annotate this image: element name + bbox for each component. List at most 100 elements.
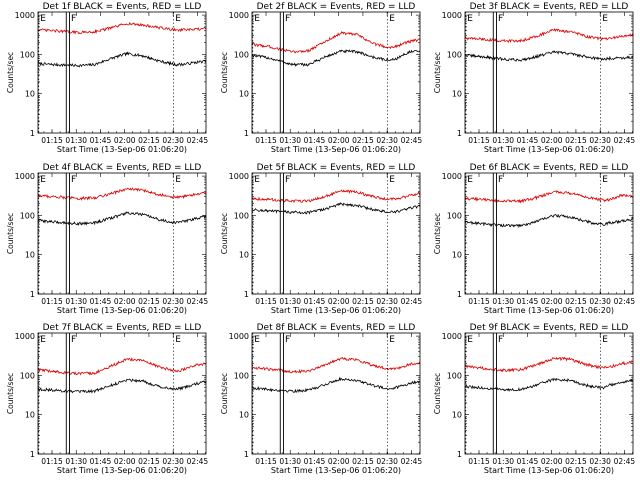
x-axis-label: Start Time (13-Sep-06 01:06:20) <box>57 306 187 315</box>
y-tick-label: 1 <box>30 129 35 138</box>
x-tick-label: 01:45 <box>517 297 539 306</box>
y-tick-label: 10 <box>239 411 249 420</box>
x-tick-label: 01:15 <box>468 136 490 145</box>
e-marker-label: E <box>40 175 46 185</box>
lld-series-line <box>251 30 421 54</box>
y-tick-label: 10 <box>25 251 35 260</box>
y-tick-label: 1 <box>457 129 462 138</box>
chart-panel-6: Det 6f BLACK = Events, RED = LLD E F E 1 10 10… <box>433 163 635 315</box>
f-marker-label: F <box>498 335 503 345</box>
x-tick-label: 01:45 <box>90 297 112 306</box>
x-tick-label: 02:30 <box>162 136 184 145</box>
plot-frame <box>37 332 207 455</box>
y-tick-label: 10 <box>452 411 462 420</box>
x-tick-label: 02:45 <box>187 457 209 466</box>
x-tick-label: 02:15 <box>352 457 374 466</box>
x-tick-label: 01:15 <box>41 457 63 466</box>
events-series-line <box>464 213 634 229</box>
x-tick-label: 02:15 <box>352 136 374 145</box>
x-tick-label: 01:15 <box>41 136 63 145</box>
x-axis-label: Start Time (13-Sep-06 01:06:20) <box>271 466 401 475</box>
x-tick-label: 02:30 <box>589 297 611 306</box>
f-marker-label: F <box>71 175 76 185</box>
y-axis-label: Counts/sec <box>220 213 229 254</box>
y-tick-label: 1 <box>244 129 249 138</box>
x-axis-label: Start Time (13-Sep-06 01:06:20) <box>57 466 187 475</box>
y-tick-label: 1 <box>457 450 462 459</box>
x-tick-label: 02:45 <box>614 136 636 145</box>
e-marker-label: E <box>175 175 181 185</box>
y-tick-label: 1000 <box>229 172 249 181</box>
x-axis-label: Start Time (13-Sep-06 01:06:20) <box>484 466 614 475</box>
x-tick-label: 02:15 <box>565 297 587 306</box>
y-tick-label: 1000 <box>15 11 35 20</box>
y-tick-label: 1000 <box>229 11 249 20</box>
chart-panel-8: Det 8f BLACK = Events, RED = LLD E F E 1 10 10… <box>220 323 422 475</box>
y-tick-label: 100 <box>447 211 462 220</box>
x-tick-label: 02:45 <box>614 457 636 466</box>
e-marker-label: E <box>254 175 260 185</box>
y-tick-label: 100 <box>20 211 35 220</box>
x-tick-label: 01:30 <box>65 457 87 466</box>
x-axis-label: Start Time (13-Sep-06 01:06:20) <box>271 145 401 154</box>
chart-panel-9: Det 9f BLACK = Events, RED = LLD E F E 1 10 10… <box>433 323 635 475</box>
x-tick-label: 02:30 <box>589 136 611 145</box>
chart-panel-4: Det 4f BLACK = Events, RED = LLD E F E 1 10 10… <box>6 163 208 315</box>
y-tick-label: 1 <box>30 450 35 459</box>
y-tick-label: 1000 <box>442 172 462 181</box>
y-tick-label: 1 <box>244 290 249 299</box>
y-axis-label: Counts/sec <box>433 213 442 254</box>
lld-series-line <box>464 190 634 204</box>
x-tick-label: 01:30 <box>492 457 514 466</box>
plot-frame <box>37 172 207 295</box>
y-tick-label: 100 <box>447 371 462 380</box>
e-marker-label: E <box>467 175 473 185</box>
x-tick-label: 02:00 <box>114 297 136 306</box>
x-tick-label: 02:00 <box>328 297 350 306</box>
y-tick-label: 100 <box>234 211 249 220</box>
chart-panel-1: Det 1f BLACK = Events, RED = LLD E F E 1 10 10… <box>6 2 208 154</box>
e-marker-label: E <box>602 335 608 345</box>
x-axis-label: Start Time (13-Sep-06 01:06:20) <box>484 145 614 154</box>
x-tick-label: 02:45 <box>401 457 423 466</box>
x-tick-label: 02:00 <box>541 136 563 145</box>
x-tick-label: 02:30 <box>589 457 611 466</box>
x-tick-label: 01:45 <box>517 457 539 466</box>
y-axis-label: Counts/sec <box>6 52 15 93</box>
x-tick-label: 01:30 <box>492 136 514 145</box>
x-tick-label: 01:15 <box>468 297 490 306</box>
x-tick-label: 01:15 <box>255 297 277 306</box>
chart-title: Det 8f BLACK = Events, RED = LLD <box>257 323 416 333</box>
y-tick-label: 1000 <box>229 332 249 341</box>
e-marker-label: E <box>389 175 395 185</box>
y-axis-label: Counts/sec <box>6 213 15 254</box>
chart-title: Det 6f BLACK = Events, RED = LLD <box>470 163 629 173</box>
x-tick-label: 02:30 <box>376 297 398 306</box>
x-tick-label: 01:15 <box>41 297 63 306</box>
y-tick-label: 1 <box>457 290 462 299</box>
x-tick-label: 02:30 <box>376 457 398 466</box>
lld-series-line <box>37 187 207 201</box>
e-marker-label: E <box>602 175 608 185</box>
lld-series-line <box>464 356 634 373</box>
y-tick-label: 1000 <box>15 332 35 341</box>
x-tick-label: 01:15 <box>468 457 490 466</box>
x-tick-label: 01:30 <box>65 136 87 145</box>
e-marker-label: E <box>389 14 395 24</box>
x-tick-label: 02:45 <box>187 136 209 145</box>
x-tick-label: 01:30 <box>279 457 301 466</box>
x-tick-label: 01:45 <box>90 136 112 145</box>
plot-frame <box>464 172 634 295</box>
chart-title: Det 5f BLACK = Events, RED = LLD <box>257 163 416 173</box>
y-tick-label: 100 <box>20 371 35 380</box>
x-tick-label: 02:45 <box>187 297 209 306</box>
y-tick-label: 100 <box>234 50 249 59</box>
events-series-line <box>464 377 634 392</box>
chart-title: Det 2f BLACK = Events, RED = LLD <box>257 2 416 12</box>
x-tick-label: 01:30 <box>65 297 87 306</box>
chart-title: Det 4f BLACK = Events, RED = LLD <box>43 163 202 173</box>
f-marker-label: F <box>71 14 76 24</box>
e-marker-label: E <box>254 14 260 24</box>
chart-panel-2: Det 2f BLACK = Events, RED = LLD E F E 1 10 10… <box>220 2 422 154</box>
x-tick-label: 02:00 <box>114 457 136 466</box>
